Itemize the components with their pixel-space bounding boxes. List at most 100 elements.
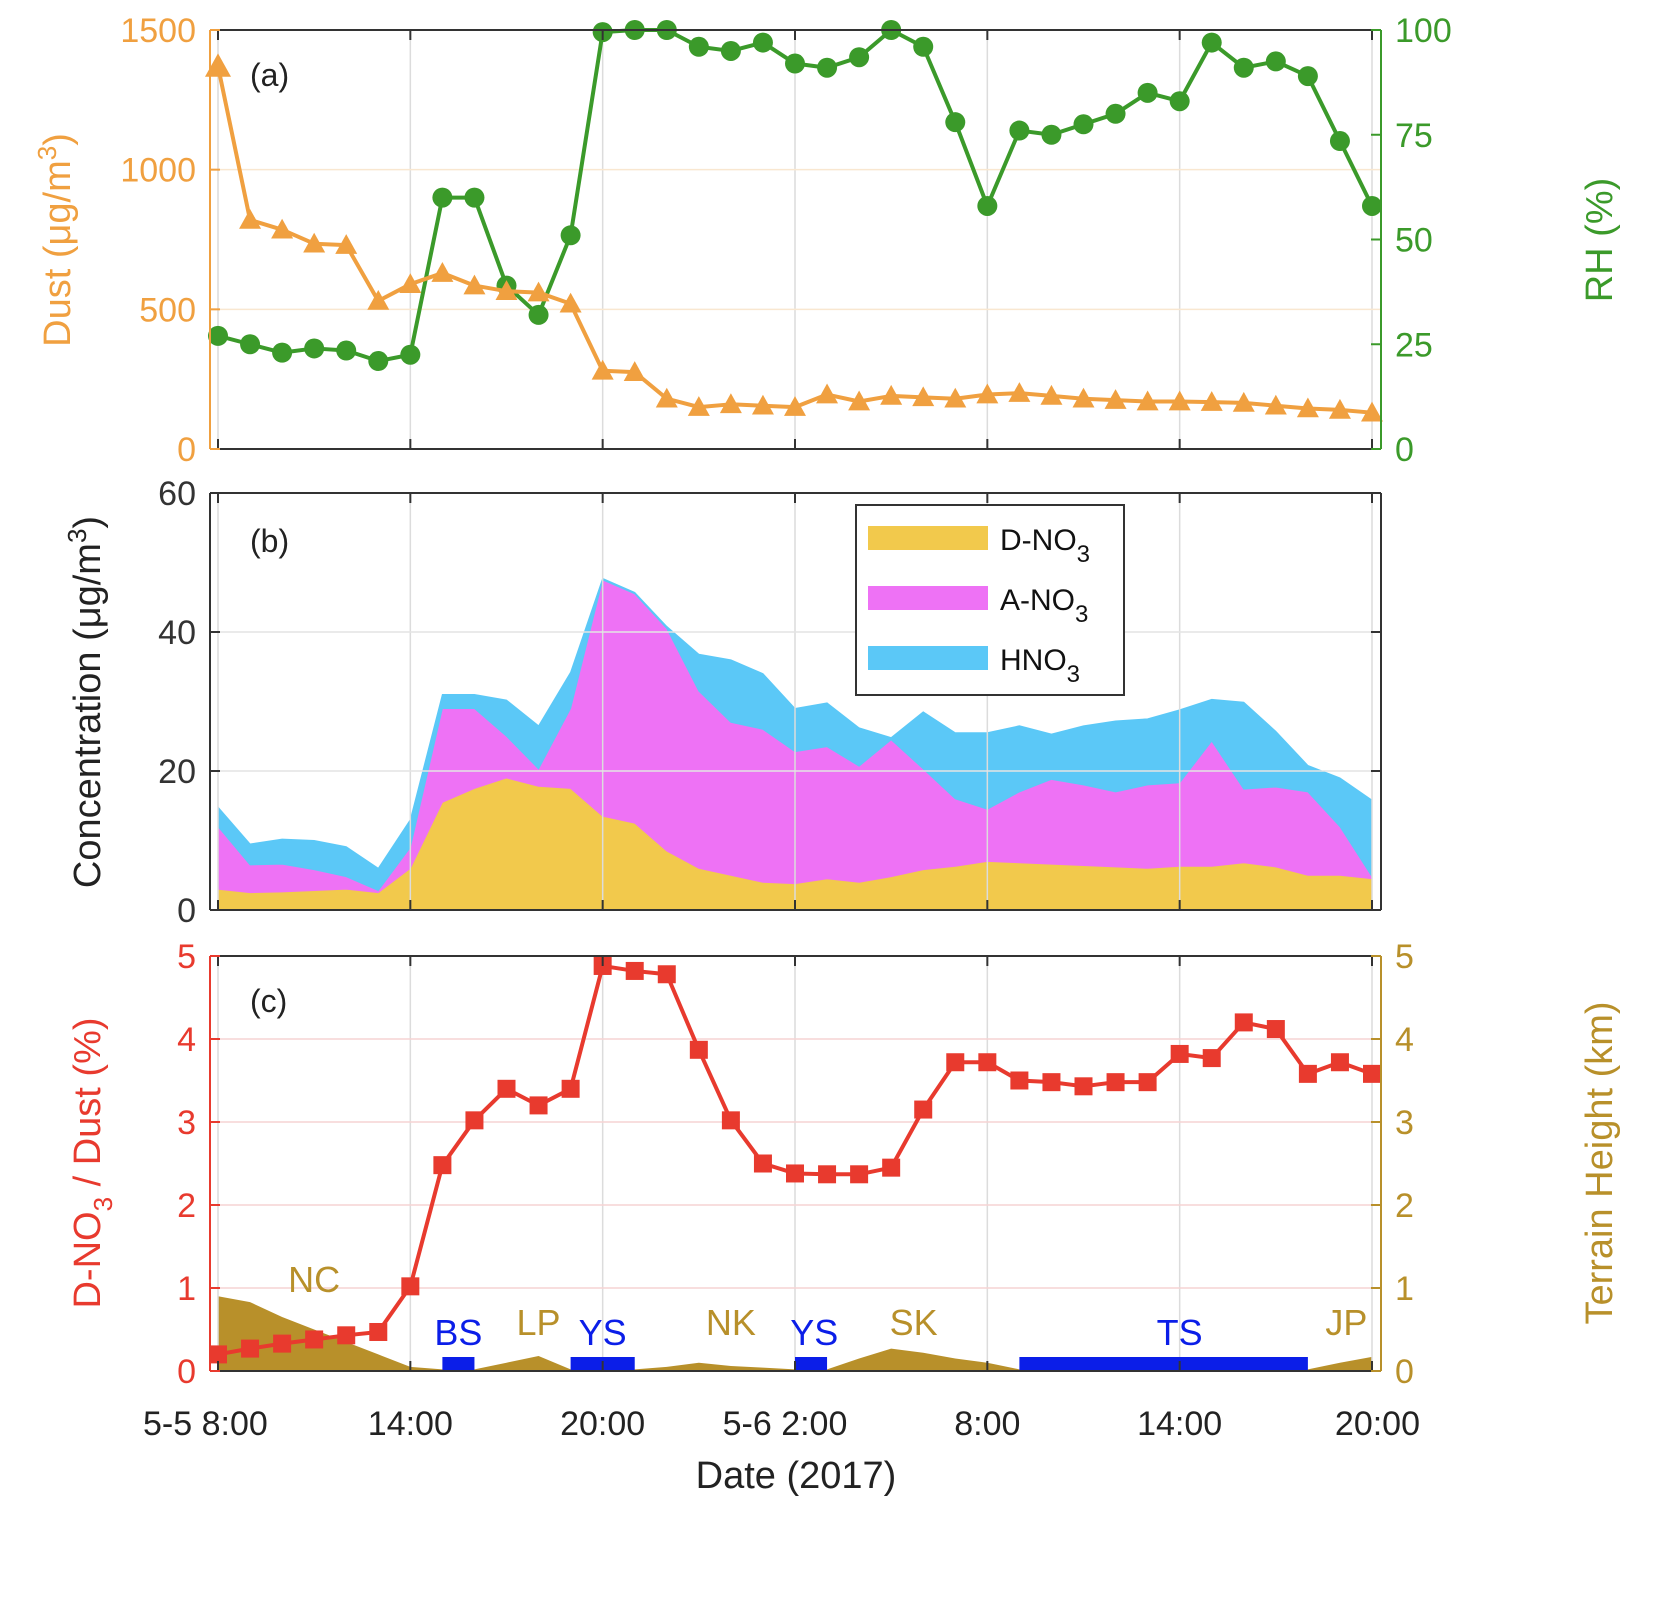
rh-point (528, 304, 549, 325)
dust-point (784, 396, 806, 416)
region-label-nk: NK (706, 1302, 756, 1343)
region-label-ts: TS (1157, 1312, 1203, 1353)
legend-swatch-2 (868, 646, 988, 670)
axis-title-subscript: 3 (88, 1197, 118, 1211)
sea-segment-ts (1019, 1357, 1308, 1371)
dust-point (912, 386, 935, 407)
dust-point (1040, 384, 1063, 405)
legend-label-0: D-NO3 (1000, 524, 1090, 568)
ratio-point (946, 1053, 965, 1072)
rh-point (240, 334, 261, 355)
rh-point (945, 112, 966, 133)
rh-point (913, 36, 934, 57)
ratio-point (1074, 1077, 1093, 1096)
rh-point (208, 325, 228, 346)
rh-point (1362, 195, 1382, 216)
rh-point (1201, 32, 1222, 53)
b-ytick-label-0: 0 (177, 892, 196, 930)
ratio-point (625, 961, 644, 980)
dust-axis-title: Dust (μg/m3) (32, 133, 79, 347)
a-ytick-label-3: 1500 (120, 12, 196, 50)
dust-point (463, 274, 486, 295)
region-label-ys: YS (579, 1312, 627, 1353)
a-ytick-label-0: 0 (177, 431, 196, 469)
legend-label-1: A-NO3 (1000, 584, 1088, 628)
panel-label-a: (a) (250, 57, 289, 93)
dust-point (1072, 387, 1095, 408)
c-ytick-label-5: 5 (177, 938, 196, 976)
terrain-fill (218, 1296, 1372, 1371)
ratio-point (818, 1165, 837, 1184)
ratio-point (1106, 1073, 1125, 1092)
ratio-point (786, 1164, 804, 1183)
ratio-point (401, 1277, 420, 1296)
rh-point (400, 344, 421, 365)
ratio-point (978, 1053, 997, 1072)
panel-b-axes: 0 20 40 60 (158, 475, 1382, 930)
dust-point (399, 273, 422, 293)
ratio-point (1330, 1053, 1349, 1072)
legend-subscript: 3 (1067, 661, 1080, 688)
sea-segment-ys (795, 1357, 828, 1371)
ratio-point (657, 965, 676, 984)
ratio-point (1010, 1071, 1029, 1090)
a-y2tick-label-2: 50 (1395, 222, 1433, 260)
b-ytick-label-2: 40 (158, 614, 196, 652)
dust-point (303, 232, 326, 253)
ratio-point (1138, 1073, 1157, 1092)
rh-point (560, 225, 581, 246)
dust-point (1136, 390, 1159, 411)
c-y2tick-label-0: 0 (1395, 1353, 1414, 1391)
sea-segment-bs (442, 1357, 475, 1371)
legend-subscript: 3 (1077, 541, 1090, 568)
ratio-point (1234, 1013, 1253, 1032)
ratio-point (1298, 1064, 1317, 1083)
a-y2tick-label-1: 25 (1395, 326, 1433, 364)
axis-title-superscript: 3 (32, 146, 62, 160)
ratio-series (209, 956, 1381, 1364)
region-label-nc: NC (288, 1259, 340, 1300)
axis-title-superscript: 3 (62, 529, 92, 543)
rh-point (272, 342, 293, 363)
c-y2tick-label-5: 5 (1395, 938, 1414, 976)
axis-title-text: D-NO (67, 1211, 109, 1308)
legend-label-2: HNO3 (1000, 644, 1080, 688)
dust-point (1008, 382, 1031, 402)
rh-point (336, 340, 357, 361)
dust-point (559, 292, 582, 313)
rh-point (304, 338, 325, 359)
dust-point (431, 262, 454, 282)
ratio-point (433, 1156, 452, 1175)
c-y2tick-label-1: 1 (1395, 1270, 1414, 1308)
region-label-jp: JP (1325, 1302, 1367, 1343)
rh-point (1105, 103, 1126, 124)
rh-point (720, 40, 741, 61)
dust-point (655, 387, 678, 408)
dust-point (976, 383, 999, 404)
rh-point (1137, 82, 1158, 103)
region-labels: NC BS LP YS NK YS SK TS JP (288, 1259, 1367, 1353)
ratio-axis-title: D-NO3 / Dust (%) (67, 1017, 118, 1308)
panel-c-axes: 0 1 2 3 4 5 0 1 2 3 4 5 (177, 938, 1414, 1391)
terrain-axis-title: Terrain Height (km) (1579, 1001, 1621, 1324)
rh-point (785, 53, 805, 74)
ratio-point (1266, 1020, 1285, 1039)
ratio-point (689, 1040, 708, 1059)
legend-swatch-1 (868, 586, 988, 610)
axis-title-end: / Dust (%) (67, 1017, 109, 1196)
dust-point (816, 383, 839, 404)
a-ytick-label-2: 1000 (120, 152, 196, 190)
dust-point (1168, 390, 1191, 411)
dust-point (1264, 394, 1287, 415)
sea-segments (442, 1357, 1308, 1371)
x-tick-label-5: 14:00 (1137, 1405, 1222, 1443)
c-ytick-label-2: 2 (177, 1187, 196, 1225)
dust-point (527, 281, 550, 302)
axis-title-end: ) (37, 133, 79, 146)
dust-point (751, 394, 774, 415)
dust-point (591, 359, 614, 380)
panel-c-ratio-terrain: NC BS LP YS NK YS SK TS JP 0 1 2 3 4 5 0 1 2 3 4 5 (c) D-NO… (67, 938, 1621, 1391)
ratio-point (273, 1334, 292, 1353)
